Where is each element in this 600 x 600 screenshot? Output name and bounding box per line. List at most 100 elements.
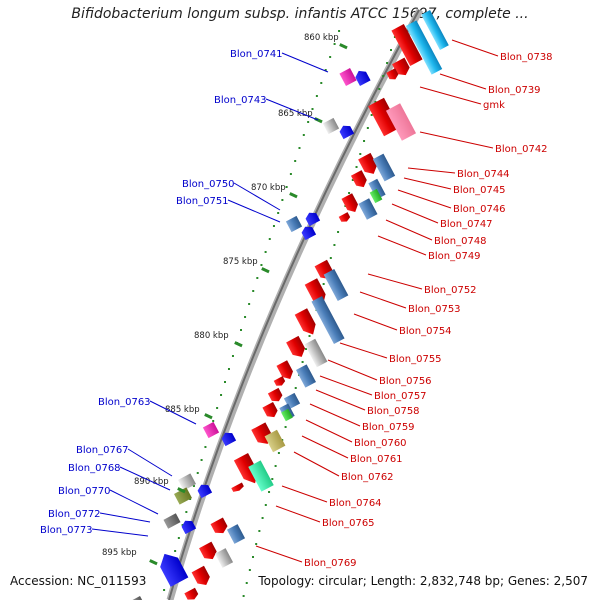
gene-forward[interactable] <box>281 408 293 422</box>
gene-forward[interactable] <box>191 565 213 588</box>
gene-forward[interactable] <box>294 308 320 338</box>
gene-forward[interactable] <box>226 524 246 544</box>
gene-label-reverse[interactable]: Blon_0741 <box>230 49 283 60</box>
gene-forward[interactable] <box>304 338 328 368</box>
gene-forward[interactable] <box>358 152 380 177</box>
gene-forward[interactable] <box>385 103 417 141</box>
gene-reverse[interactable] <box>339 68 357 86</box>
gene-label-reverse[interactable]: Blon_0772 <box>48 509 101 520</box>
gene-reverse[interactable] <box>304 210 321 227</box>
gene-forward[interactable] <box>248 460 274 492</box>
gene-forward[interactable] <box>273 376 287 388</box>
gene-forward[interactable] <box>184 587 199 600</box>
gene-label-reverse[interactable]: Blon_0770 <box>58 486 111 497</box>
leader-line <box>119 466 171 491</box>
leader-line <box>293 451 340 477</box>
gene-label-forward[interactable]: Blon_0759 <box>362 422 415 433</box>
gene-forward[interactable] <box>350 170 369 190</box>
gene-reverse[interactable] <box>178 473 196 491</box>
gene-reverse[interactable] <box>131 596 143 600</box>
gene-label-forward[interactable]: Blon_0758 <box>367 406 420 417</box>
gene-label-forward[interactable]: Blon_0747 <box>440 219 493 230</box>
gene-forward[interactable] <box>391 24 423 66</box>
gene-forward[interactable] <box>267 387 284 404</box>
gene-label-reverse[interactable]: Blon_0767 <box>76 445 129 456</box>
gene-label-forward[interactable]: Blon_0769 <box>304 558 357 569</box>
gene-reverse[interactable] <box>220 430 237 447</box>
gene-reverse[interactable] <box>174 487 192 505</box>
gene-forward[interactable] <box>341 193 360 215</box>
gene-forward[interactable] <box>286 335 308 360</box>
gene-reverse[interactable] <box>163 513 181 529</box>
leader-line <box>301 435 349 459</box>
gene-forward[interactable] <box>368 97 400 137</box>
leader-line <box>367 273 423 290</box>
gene-reverse[interactable] <box>156 549 189 587</box>
gene-reverse[interactable] <box>300 224 317 241</box>
gene-forward[interactable] <box>214 548 234 568</box>
gene-forward[interactable] <box>233 453 262 487</box>
gene-label-forward[interactable]: Blon_0742 <box>495 144 548 155</box>
gene-forward[interactable] <box>231 482 244 494</box>
gene-reverse[interactable] <box>322 117 340 135</box>
gene-label-reverse[interactable]: Blon_0750 <box>182 179 235 190</box>
gene-label-forward[interactable]: Blon_0756 <box>379 376 432 387</box>
gene-label-forward[interactable]: Blon_0755 <box>389 354 442 365</box>
gene-reverse[interactable] <box>353 68 371 86</box>
leader-line <box>403 177 452 190</box>
gene-forward[interactable] <box>421 9 449 51</box>
gene-label-forward[interactable]: Blon_0749 <box>428 251 481 262</box>
tick-label: 860 kbp <box>304 33 339 43</box>
gene-label-reverse[interactable]: Blon_0768 <box>68 463 121 474</box>
leader-line <box>451 39 499 57</box>
gene-forward[interactable] <box>386 68 400 82</box>
gene-reverse[interactable] <box>180 518 197 535</box>
gene-forward[interactable] <box>262 402 279 420</box>
gene-forward[interactable] <box>369 188 383 204</box>
gene-forward[interactable] <box>276 360 295 382</box>
gene-forward[interactable] <box>323 268 349 302</box>
gene-label-forward[interactable]: Blon_0760 <box>354 438 407 449</box>
gene-forward[interactable] <box>264 429 286 453</box>
gene-label-reverse[interactable]: Blon_0751 <box>176 196 229 207</box>
gene-label-reverse[interactable]: Blon_0743 <box>214 95 267 106</box>
gene-forward[interactable] <box>296 364 316 388</box>
gene-forward[interactable] <box>210 517 230 537</box>
gene-label-forward[interactable]: Blon_0745 <box>453 185 506 196</box>
gene-label-forward[interactable]: Blon_0754 <box>399 326 452 337</box>
gene-label-forward[interactable]: Blon_0762 <box>341 472 394 483</box>
gene-label-forward[interactable]: Blon_0748 <box>434 236 487 247</box>
gene-label-forward[interactable]: Blon_0739 <box>488 85 541 96</box>
gene-forward[interactable] <box>311 295 345 345</box>
gene-label-forward[interactable]: Blon_0753 <box>408 304 461 315</box>
gene-label-forward[interactable]: gmk <box>483 100 505 111</box>
gene-label-forward[interactable]: Blon_0764 <box>329 498 382 509</box>
gene-forward[interactable] <box>199 541 219 563</box>
gene-label-forward[interactable]: Blon_0761 <box>350 454 403 465</box>
gene-forward[interactable] <box>372 153 396 182</box>
gene-label-forward[interactable]: Blon_0765 <box>322 518 375 529</box>
gene-forward[interactable] <box>358 198 378 220</box>
leader-line <box>233 182 281 211</box>
gene-label-forward[interactable]: Blon_0746 <box>453 204 506 215</box>
leader-line <box>305 419 353 443</box>
gene-label-forward[interactable]: Blon_0757 <box>374 391 427 402</box>
label-leader-lines <box>91 39 499 563</box>
leader-line <box>385 219 433 241</box>
gene-reverse[interactable] <box>196 482 213 499</box>
gene-forward[interactable] <box>338 212 352 224</box>
gene-forward[interactable] <box>405 20 443 75</box>
gene-label-forward[interactable]: Blon_0752 <box>424 285 477 296</box>
gene-forward[interactable] <box>368 178 386 200</box>
gene-reverse[interactable] <box>285 215 303 233</box>
gene-reverse[interactable] <box>202 421 220 439</box>
gene-label-reverse[interactable]: Blon_0773 <box>40 525 93 536</box>
gene-reverse[interactable] <box>338 123 355 140</box>
leader-line <box>397 189 452 209</box>
gene-label-reverse[interactable]: Blon_0763 <box>98 397 151 408</box>
gene-label-forward[interactable]: Blon_0744 <box>457 169 510 180</box>
gene-label-forward[interactable]: Blon_0738 <box>500 52 553 63</box>
leader-line <box>149 400 197 425</box>
gene-forward[interactable] <box>392 57 412 79</box>
